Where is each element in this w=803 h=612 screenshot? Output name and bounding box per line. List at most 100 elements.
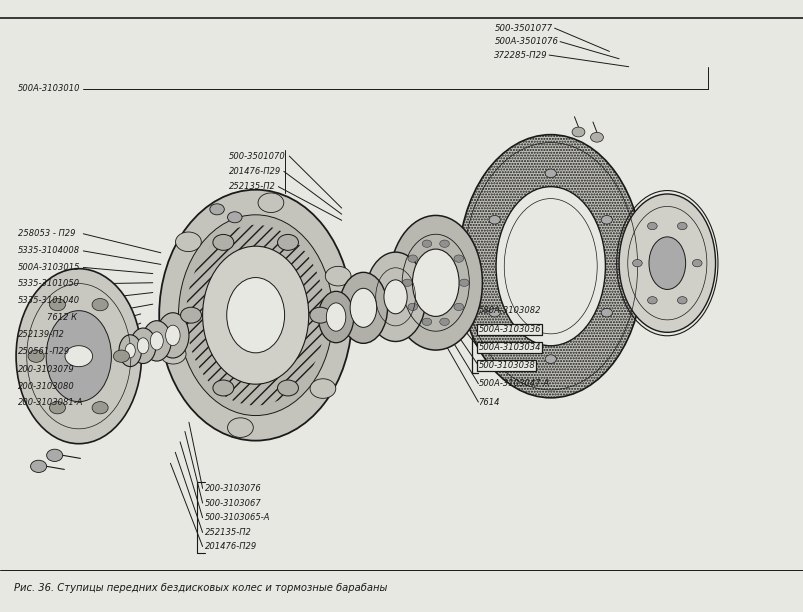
Circle shape	[646, 222, 656, 230]
Ellipse shape	[150, 332, 163, 350]
Text: 201476-П29: 201476-П29	[205, 542, 257, 551]
Circle shape	[49, 401, 65, 414]
Circle shape	[646, 297, 656, 304]
Ellipse shape	[165, 325, 180, 346]
Circle shape	[325, 266, 351, 286]
Text: 500-3501077: 500-3501077	[494, 24, 552, 32]
Ellipse shape	[365, 252, 426, 341]
Ellipse shape	[226, 278, 284, 353]
Ellipse shape	[202, 246, 308, 384]
Circle shape	[175, 232, 201, 252]
Circle shape	[309, 307, 330, 323]
Circle shape	[92, 299, 108, 311]
Circle shape	[601, 215, 612, 224]
Circle shape	[422, 240, 431, 247]
Text: 7614: 7614	[478, 398, 499, 406]
Ellipse shape	[46, 311, 112, 401]
Circle shape	[277, 380, 298, 396]
Circle shape	[227, 212, 242, 223]
Text: 500А-3103034: 500А-3103034	[478, 343, 540, 352]
Text: 5335-3101050: 5335-3101050	[18, 280, 79, 288]
Circle shape	[210, 204, 224, 215]
Circle shape	[632, 259, 642, 267]
Text: 200-3103080: 200-3103080	[18, 382, 75, 390]
Text: 200-3103076: 200-3103076	[205, 484, 262, 493]
Ellipse shape	[142, 321, 171, 361]
Text: 500-3501070: 500-3501070	[229, 152, 286, 160]
Circle shape	[49, 299, 65, 311]
Ellipse shape	[648, 237, 685, 289]
Text: 500-3103067: 500-3103067	[205, 499, 262, 507]
Circle shape	[407, 303, 417, 310]
Circle shape	[589, 132, 602, 142]
Text: 500-3103065-А: 500-3103065-А	[205, 513, 270, 522]
Ellipse shape	[318, 291, 353, 343]
Ellipse shape	[458, 135, 642, 398]
Circle shape	[572, 127, 585, 137]
Circle shape	[227, 418, 253, 438]
Circle shape	[544, 355, 556, 364]
Text: 252135-П2: 252135-П2	[229, 182, 275, 191]
Circle shape	[65, 346, 92, 367]
Ellipse shape	[16, 269, 141, 444]
Circle shape	[31, 460, 47, 472]
Text: 500А-3103047-А: 500А-3103047-А	[478, 379, 549, 388]
Text: 5335-3104008: 5335-3104008	[18, 247, 79, 255]
Circle shape	[422, 318, 431, 326]
Circle shape	[181, 307, 202, 323]
Text: 250561-П29: 250561-П29	[18, 348, 70, 356]
Circle shape	[544, 169, 556, 177]
Text: 200-3103079: 200-3103079	[18, 365, 75, 373]
Circle shape	[277, 234, 298, 250]
Text: 201476-П29: 201476-П29	[229, 167, 281, 176]
Circle shape	[454, 255, 463, 263]
Ellipse shape	[350, 288, 376, 327]
Text: 500А-3501076: 500А-3501076	[494, 37, 558, 46]
Ellipse shape	[339, 272, 387, 343]
Ellipse shape	[618, 194, 715, 332]
Circle shape	[677, 297, 687, 304]
Text: 500-3103038: 500-3103038	[478, 361, 535, 370]
Text: 372285-П29: 372285-П29	[494, 51, 548, 59]
Circle shape	[113, 350, 129, 362]
Ellipse shape	[125, 343, 135, 358]
Text: 200-3103081-А: 200-3103081-А	[18, 398, 83, 407]
Circle shape	[258, 193, 283, 212]
Ellipse shape	[412, 249, 459, 316]
Ellipse shape	[178, 215, 332, 416]
Text: 580А-3103082: 580А-3103082	[478, 307, 540, 315]
Circle shape	[160, 345, 185, 364]
Ellipse shape	[159, 190, 352, 441]
Circle shape	[439, 318, 449, 326]
Ellipse shape	[137, 338, 149, 354]
Ellipse shape	[389, 215, 482, 350]
Text: 252139-П2: 252139-П2	[18, 330, 64, 339]
Text: 7612 К: 7612 К	[47, 313, 76, 322]
Ellipse shape	[157, 313, 189, 358]
Circle shape	[92, 401, 108, 414]
Circle shape	[439, 240, 449, 247]
Circle shape	[488, 215, 499, 224]
Ellipse shape	[130, 328, 156, 364]
Circle shape	[213, 380, 234, 396]
Circle shape	[454, 303, 463, 310]
Ellipse shape	[326, 303, 345, 331]
Text: 500А-3103010: 500А-3103010	[18, 84, 80, 93]
Circle shape	[402, 279, 412, 286]
Circle shape	[459, 279, 468, 286]
Text: 252135-П2: 252135-П2	[205, 528, 251, 537]
Circle shape	[488, 308, 499, 317]
Circle shape	[310, 379, 336, 398]
Text: Рис. 36. Ступицы передних бездисковых колес и тормозные барабаны: Рис. 36. Ступицы передних бездисковых ко…	[14, 583, 387, 592]
Text: 500А-3103015: 500А-3103015	[18, 263, 80, 272]
Circle shape	[28, 350, 44, 362]
Circle shape	[601, 308, 612, 317]
Circle shape	[407, 255, 417, 263]
Circle shape	[691, 259, 701, 267]
Ellipse shape	[495, 187, 605, 346]
Circle shape	[213, 234, 234, 250]
Circle shape	[677, 222, 687, 230]
Ellipse shape	[119, 335, 141, 367]
Text: 5335-3101040: 5335-3101040	[18, 296, 79, 305]
Ellipse shape	[384, 280, 406, 314]
